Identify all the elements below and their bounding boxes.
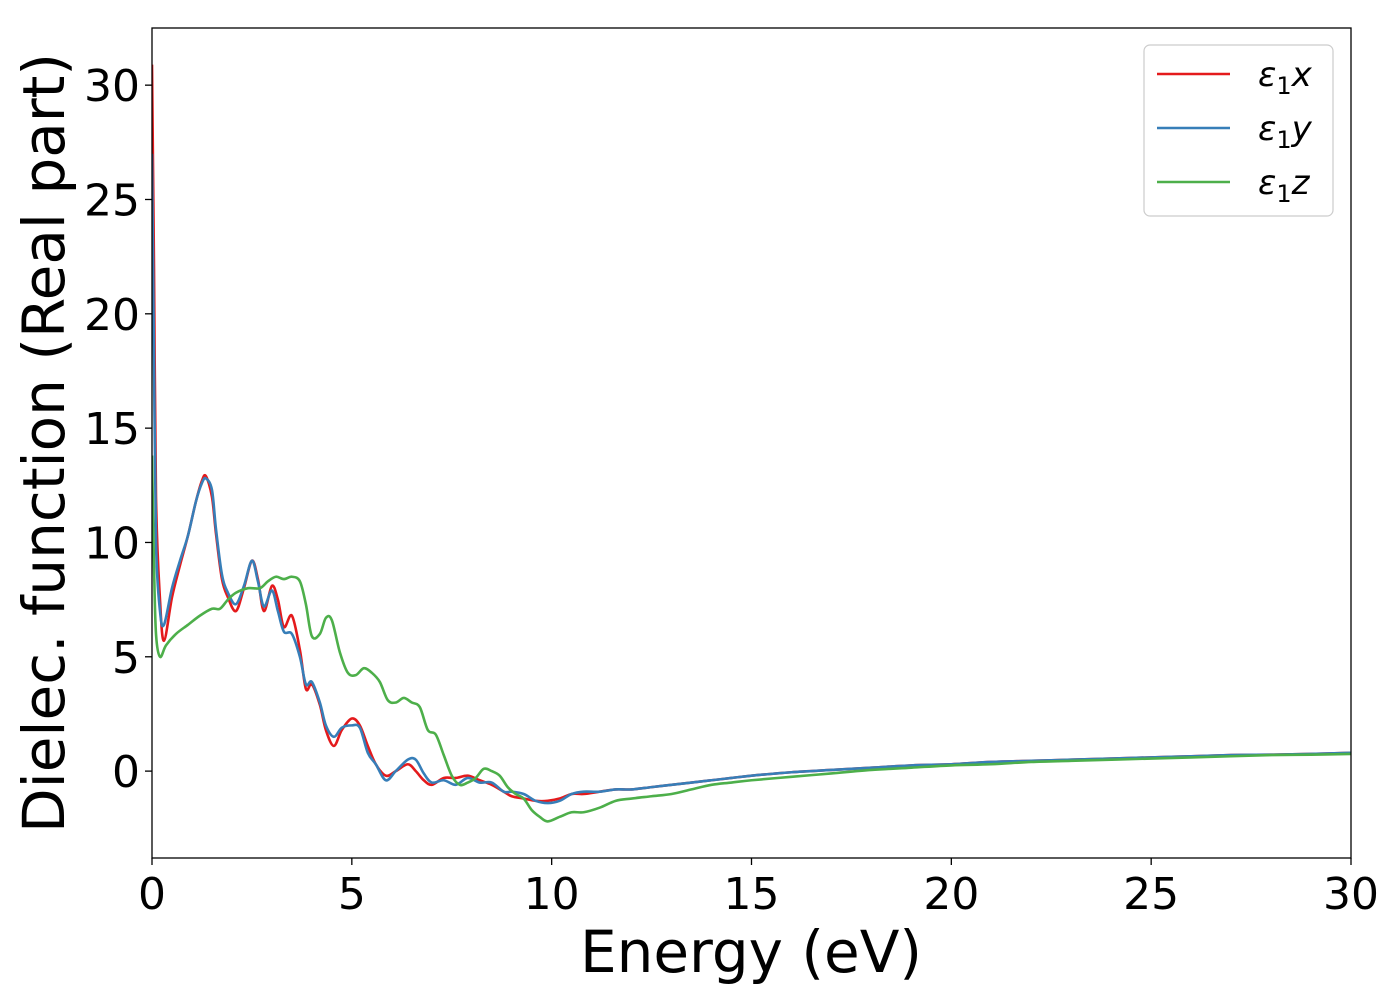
x-axis: 0 5 10 15 20 25 30 <box>138 858 1379 920</box>
x-axis-label: Energy (eV) <box>580 918 922 986</box>
y-tick-label: 10 <box>84 518 140 569</box>
y-axis: 0 5 10 15 20 25 30 <box>84 61 152 798</box>
legend-box <box>1143 44 1334 217</box>
y-axis-label: Dielec. function (Real part) <box>10 53 78 833</box>
x-tick-label: 20 <box>923 869 979 920</box>
y-tick-label: 5 <box>112 633 140 684</box>
y-tick-label: 15 <box>84 404 140 455</box>
y-tick-label: 0 <box>112 747 140 798</box>
x-tick-label: 30 <box>1323 869 1379 920</box>
y-tick-label: 20 <box>84 290 140 341</box>
x-tick-label: 10 <box>524 869 580 920</box>
x-tick-label: 15 <box>724 869 780 920</box>
x-tick-label: 0 <box>138 869 166 920</box>
y-tick-label: 30 <box>84 61 140 112</box>
legend-label-2: ε1y <box>1258 109 1313 154</box>
y-tick-label: 25 <box>84 175 140 226</box>
x-tick-label: 5 <box>338 869 366 920</box>
legend-label-1: ε1x <box>1258 55 1313 100</box>
series-line-2 <box>152 153 1351 805</box>
legend: ε1x ε1y ε1z <box>1143 44 1334 217</box>
series-layer <box>152 64 1351 823</box>
legend-label-3: ε1z <box>1258 163 1311 208</box>
series-line-3 <box>152 455 1351 823</box>
x-tick-label: 25 <box>1123 869 1179 920</box>
